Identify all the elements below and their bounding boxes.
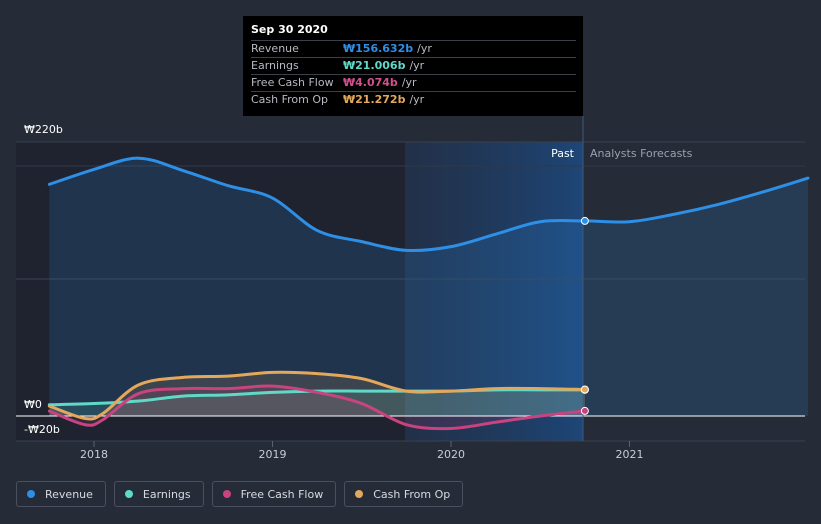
tooltip-value: ₩21.006b [343,59,406,72]
tooltip-row-earnings: Earnings ₩21.006b /yr [251,57,576,74]
legend-dot-icon [27,490,35,498]
legend-item-revenue[interactable]: Revenue [16,481,106,507]
tooltip-value: ₩156.632b [343,42,414,55]
tooltip-row-free-cash-flow: Free Cash Flow ₩4.074b /yr [251,74,576,91]
forecast-label: Analysts Forecasts [590,147,693,160]
free-cash-flow-line [47,384,587,431]
cash-from-op-line [47,370,587,421]
x-tick-label: 2018 [80,448,108,461]
legend-item-cash-from-op[interactable]: Cash From Op [344,481,464,507]
tooltip-label: Cash From Op [251,93,329,106]
series-end-markers [580,216,589,415]
free-cash-flow-end-marker [580,406,589,415]
tooltip-row-revenue: Revenue ₩156.632b /yr [251,40,576,57]
x-tick-label: 2021 [616,448,644,461]
legend-dot-icon [355,490,364,498]
tooltip-label: Revenue [251,42,299,55]
x-tick-label: 2020 [437,448,465,461]
data-tooltip: Sep 30 2020 Revenue ₩156.632b /yr Earnin… [243,16,583,116]
gridlines [16,141,805,442]
legend-item-free-cash-flow[interactable]: Free Cash Flow [211,481,337,507]
tooltip-value: ₩21.272b [343,93,406,106]
series-lines [47,156,810,431]
x-tick-label: 2019 [259,448,287,461]
tooltip-value: ₩4.074b [343,76,398,89]
cash-from-op-end-marker [580,385,589,394]
legend-label: Revenue [45,487,93,501]
tooltip-row-cash-from-op: Cash From Op ₩21.272b /yr [251,91,576,108]
tooltip-title: Sep 30 2020 [251,23,328,36]
x-axis-ticks: 2018 2019 2020 2021 [80,441,644,461]
tooltip-label: Free Cash Flow [251,76,334,89]
legend-dot-icon [222,490,231,498]
y-label-bottom: -₩20b [24,423,60,436]
y-label-zero: ₩0 [24,398,42,411]
legend-dot-icon [124,490,133,498]
legend-label: Cash From Op [373,487,451,501]
y-label-top: ₩220b [24,123,63,136]
revenue-end-marker [580,216,589,225]
chart-legend: Revenue Earnings Free Cash Flow Cash Fro… [16,481,464,507]
tooltip-unit: /yr [409,59,425,72]
tooltip-unit: /yr [409,93,425,106]
legend-item-earnings[interactable]: Earnings [113,481,204,507]
cash-from-op-area [49,372,585,420]
legend-label: Free Cash Flow [240,487,324,501]
revenue-line [47,156,810,253]
tooltip-unit: /yr [401,76,417,89]
tooltip-unit: /yr [417,42,432,55]
legend-label: Earnings [142,487,191,501]
past-label: Past [551,147,575,160]
tooltip-label: Earnings [251,59,299,72]
